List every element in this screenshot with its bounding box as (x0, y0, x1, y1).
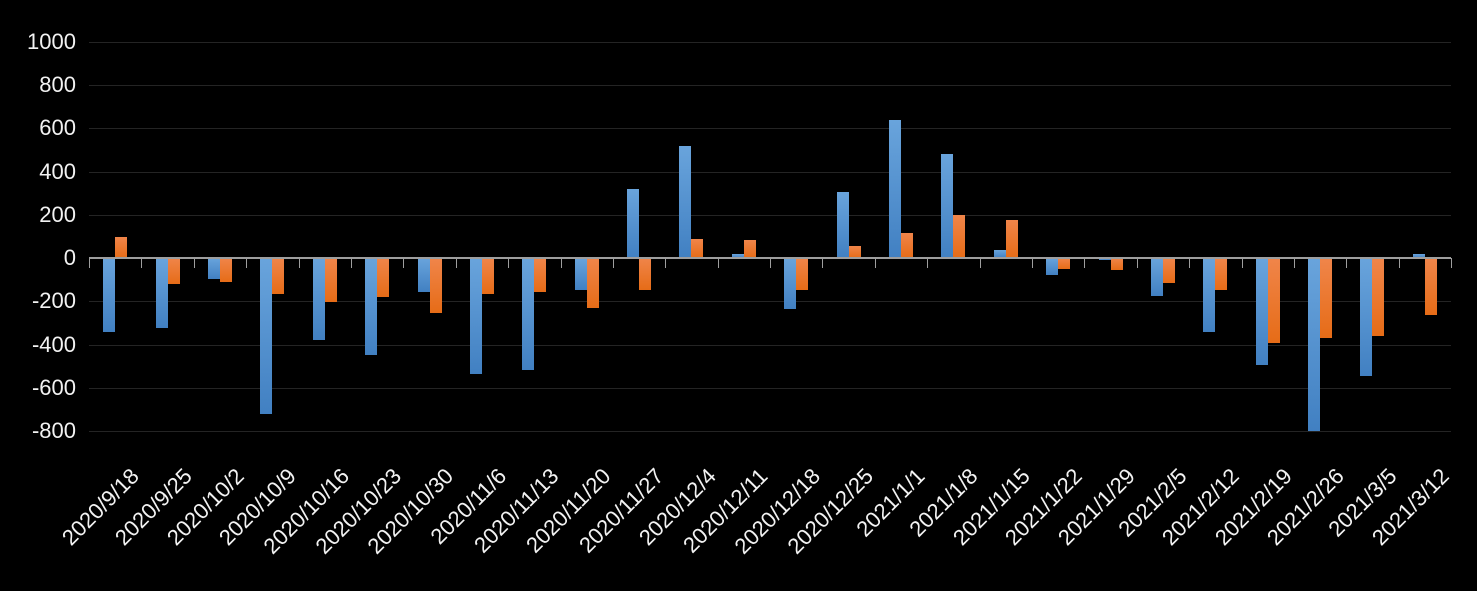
x-axis-tick (193, 258, 195, 269)
x-axis-tick (1084, 258, 1086, 269)
bar-orange (848, 246, 861, 259)
x-axis-tick (612, 258, 614, 269)
bar-blue (1412, 253, 1425, 259)
x-axis-tick (403, 258, 405, 269)
x-axis-tick (508, 258, 510, 269)
bar-orange (1162, 258, 1175, 283)
gridline (89, 344, 1451, 346)
bar-blue (1150, 258, 1163, 296)
bar-blue (1046, 258, 1059, 276)
bar-orange (220, 258, 232, 282)
bar-blue (1098, 258, 1111, 261)
bar-blue (941, 154, 954, 259)
bar-orange (691, 238, 704, 259)
y-axis-tick-label: 0 (63, 245, 76, 271)
y-axis-tick-label: 600 (39, 115, 76, 141)
gridline (89, 128, 1451, 130)
bar-orange (1320, 258, 1332, 339)
x-axis-tick (1136, 258, 1138, 269)
bar-blue (574, 258, 587, 291)
bar-blue (993, 249, 1006, 259)
bar-blue (1360, 258, 1373, 376)
bar-orange (272, 258, 285, 294)
x-axis-tick (979, 258, 981, 269)
gridline (89, 214, 1451, 216)
bar-orange (1005, 220, 1018, 259)
x-axis-tick (1293, 258, 1295, 269)
bar-orange (639, 258, 651, 291)
bar-blue (627, 189, 639, 259)
bar-orange (743, 239, 756, 259)
bar-blue (889, 119, 901, 259)
bar-orange (1215, 258, 1228, 291)
bar-orange (953, 214, 966, 259)
x-axis-tick (665, 258, 667, 269)
gridline (89, 171, 1451, 173)
gridline (89, 42, 1451, 43)
y-axis-tick-label: -400 (31, 331, 76, 357)
bar-orange (1424, 258, 1437, 316)
y-axis-tick-label: 1000 (27, 29, 76, 54)
x-axis-tick (1031, 258, 1033, 269)
bar-blue (1308, 258, 1320, 431)
bar-orange (1372, 258, 1385, 336)
bar-orange (429, 258, 442, 314)
x-axis-tick (1241, 258, 1243, 269)
gridline (89, 85, 1451, 87)
x-axis-tick (246, 258, 248, 269)
bar-blue (1255, 258, 1268, 366)
y-axis-tick-label: 800 (39, 72, 76, 98)
bar-orange (324, 258, 337, 303)
bar-orange (377, 258, 390, 297)
bar-blue (836, 192, 849, 259)
bar-blue (522, 258, 535, 371)
gridline (89, 387, 1451, 389)
bar-blue (312, 258, 325, 341)
bar-orange (901, 233, 913, 259)
bar-blue (469, 258, 482, 374)
x-axis-tick (822, 258, 824, 269)
gridline (89, 301, 1451, 303)
x-axis-tick (1189, 258, 1191, 269)
bar-blue (365, 258, 378, 356)
x-axis-tick (560, 258, 562, 269)
x-axis-tick (927, 258, 929, 269)
bar-blue (155, 258, 168, 329)
bar-orange (586, 258, 599, 308)
x-axis-tick (350, 258, 352, 269)
bar-blue (417, 258, 430, 292)
y-axis-tick-label: -800 (31, 418, 76, 443)
bar-orange (1058, 258, 1071, 269)
bar-blue (731, 253, 744, 259)
x-axis-tick (298, 258, 300, 269)
bar-orange (534, 258, 547, 292)
bar-blue (679, 145, 692, 259)
x-axis-tick (1346, 258, 1348, 269)
gridline (89, 431, 1451, 432)
x-axis-tick (1451, 258, 1452, 269)
bar-blue (208, 258, 220, 279)
bar-orange (115, 236, 128, 259)
bar-blue (260, 258, 273, 414)
x-axis-tick (717, 258, 719, 269)
bar-orange (167, 258, 180, 284)
y-axis-tick-label: 400 (39, 158, 76, 184)
x-axis-tick (874, 258, 876, 269)
y-axis-tick-label: 200 (39, 201, 76, 227)
x-axis-tick (770, 258, 771, 269)
bar-orange (796, 258, 809, 291)
bar-blue (1203, 258, 1216, 332)
bar-blue (103, 258, 116, 332)
bar-orange (1267, 258, 1280, 344)
x-axis-tick (89, 258, 90, 269)
bar-orange (1110, 258, 1123, 270)
y-axis-tick-label: -200 (31, 288, 76, 314)
bar-orange (481, 258, 494, 294)
x-axis-tick (141, 258, 143, 269)
x-axis-tick (1398, 258, 1400, 269)
y-axis-tick-label: -600 (31, 374, 76, 400)
x-axis-tick (455, 258, 457, 269)
bar-blue (784, 258, 797, 309)
